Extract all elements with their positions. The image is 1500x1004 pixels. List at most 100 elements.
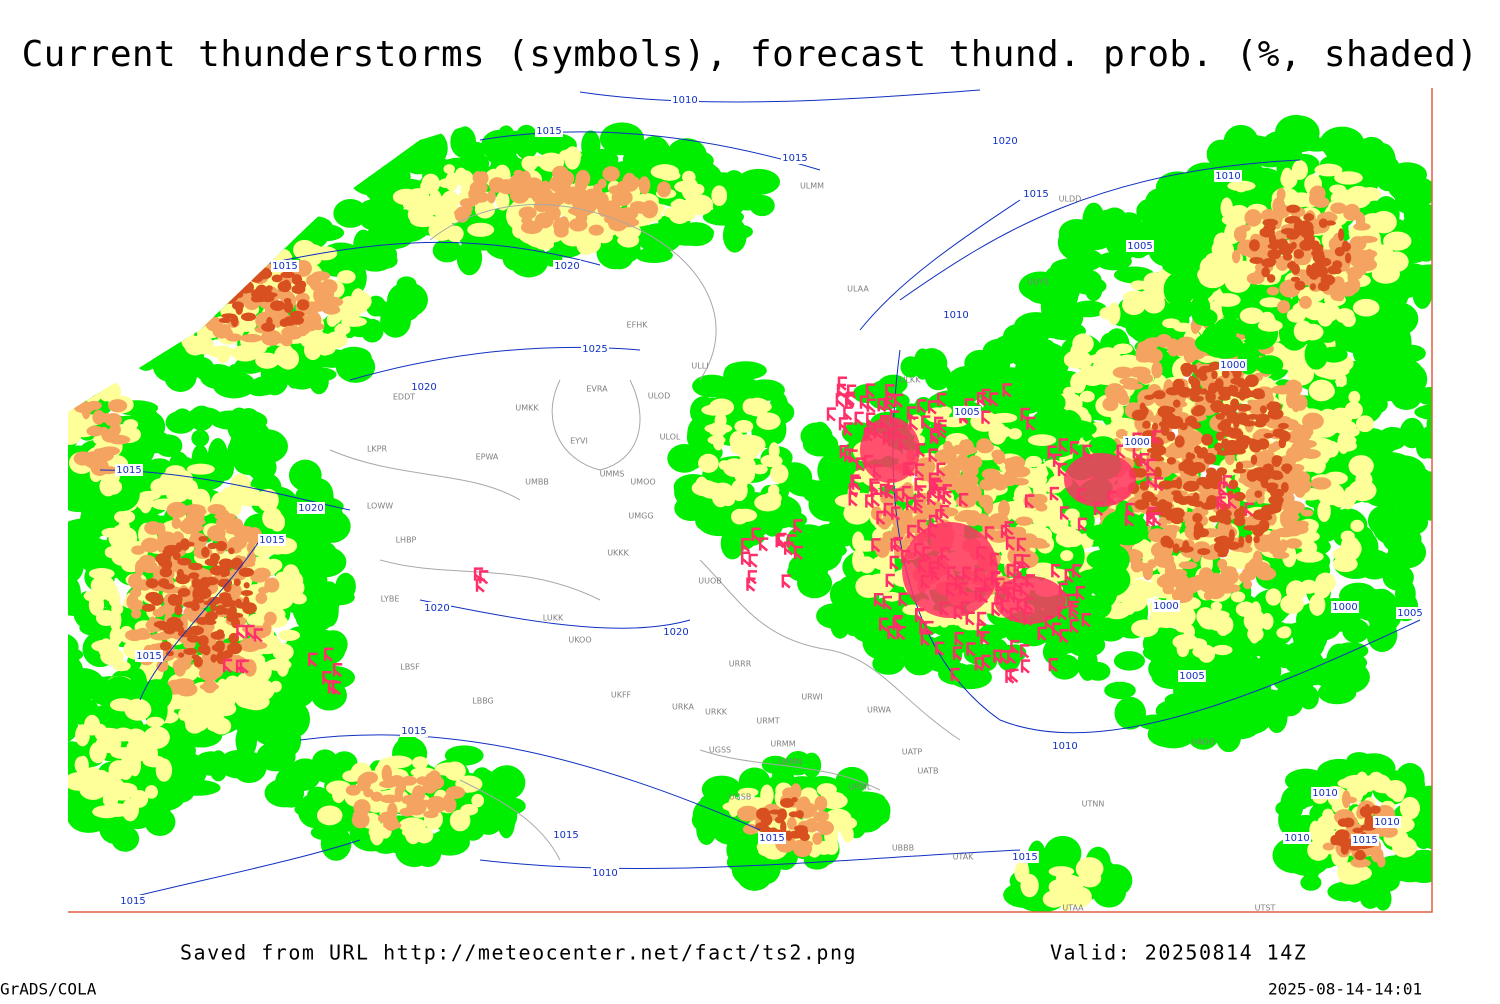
shade-blob [730, 479, 748, 502]
shade-blob [225, 277, 239, 284]
shade-blob [266, 700, 297, 718]
shade-blob [126, 272, 157, 308]
shade-blob [1360, 887, 1381, 909]
shade-blob [1172, 399, 1181, 408]
shade-blob [117, 757, 134, 780]
shade-blob [852, 531, 865, 551]
shade-blob [562, 190, 577, 205]
shade-blob [1182, 481, 1196, 492]
shade-blob [220, 242, 233, 265]
shade-blob [747, 398, 770, 415]
shade-blob [1128, 366, 1151, 378]
shade-blob [125, 728, 146, 745]
shade-blob [1238, 535, 1245, 548]
shade-blob [193, 248, 207, 264]
shade-blob [1079, 390, 1095, 403]
shade-blob [738, 447, 759, 460]
shade-blob [1291, 398, 1301, 413]
shade-blob [286, 366, 318, 390]
shade-blob [1267, 540, 1286, 556]
shade-blob [86, 334, 119, 371]
shade-blob [524, 188, 547, 199]
shade-blob [957, 509, 977, 521]
shade-blob [718, 460, 731, 471]
shade-blob [760, 454, 783, 468]
shade-blob [409, 213, 438, 228]
shade-blob [89, 741, 107, 764]
shade-blob [68, 365, 97, 383]
shade-blob [171, 517, 182, 529]
shade-blob [191, 429, 210, 447]
shade-blob [217, 275, 239, 297]
shade-blob [1358, 533, 1379, 563]
shade-blob [758, 846, 772, 856]
shade-blob [1086, 549, 1116, 570]
shade-blob [92, 805, 121, 819]
shade-blob [1260, 478, 1269, 487]
shade-blob [588, 224, 604, 236]
shade-blob [129, 588, 142, 598]
shade-blob [88, 329, 133, 365]
shade-blob [1048, 511, 1069, 535]
shade-blob [1267, 408, 1284, 420]
shade-blob [1181, 365, 1193, 377]
shade-blob [1309, 594, 1326, 616]
shade-blob [120, 263, 154, 285]
shade-blob [282, 279, 291, 293]
shade-blob [204, 297, 218, 315]
shade-blob [164, 303, 198, 329]
shade-blob [129, 668, 148, 700]
shade-blob [311, 271, 331, 281]
shade-blob [123, 330, 147, 365]
shade-blob [68, 553, 83, 571]
shade-blob [1196, 476, 1210, 486]
shade-blob [91, 639, 120, 653]
shade-blob [1263, 432, 1274, 439]
shade-blob [674, 180, 700, 194]
shade-blob [575, 169, 591, 188]
shade-blob [790, 783, 802, 800]
shade-blob [1122, 294, 1146, 316]
shade-blob [87, 385, 97, 397]
shade-blob [199, 576, 211, 589]
shade-blob [404, 824, 422, 845]
shade-blob [534, 231, 548, 250]
shade-blob [192, 288, 210, 297]
shade-blob [474, 199, 496, 219]
shade-blob [182, 243, 217, 265]
shade-blob [207, 542, 218, 550]
shade-blob [243, 596, 250, 610]
shade-blob [320, 285, 335, 302]
shade-blob [201, 303, 215, 322]
shade-blob [545, 205, 561, 221]
shade-blob [158, 623, 171, 631]
shade-blob [1103, 207, 1126, 227]
shade-blob [168, 256, 186, 279]
shade-blob [637, 223, 682, 254]
shade-blob [471, 793, 485, 808]
shade-blob [1143, 495, 1158, 503]
shade-blob [525, 224, 537, 234]
shade-blob [738, 461, 751, 480]
shade-blob [432, 238, 462, 263]
shade-blob [84, 714, 101, 736]
shade-blob [335, 572, 356, 601]
shade-blob [175, 280, 204, 303]
shade-blob [247, 453, 277, 481]
shade-blob [1162, 318, 1181, 329]
shade-blob [691, 479, 718, 497]
shade-blob [1235, 412, 1249, 425]
shade-blob [951, 444, 968, 455]
shade-blob [1399, 796, 1420, 820]
shade-blob [234, 237, 254, 254]
shade-blob [109, 698, 135, 712]
shade-blob [1291, 779, 1312, 810]
shade-blob [401, 775, 417, 786]
shade-blob [1217, 584, 1236, 594]
shade-blob [287, 578, 305, 597]
shade-blob [1176, 641, 1190, 658]
shade-blob [186, 463, 215, 475]
shade-blob [234, 230, 259, 265]
shade-blob [1060, 550, 1074, 562]
shade-blob [467, 222, 495, 237]
